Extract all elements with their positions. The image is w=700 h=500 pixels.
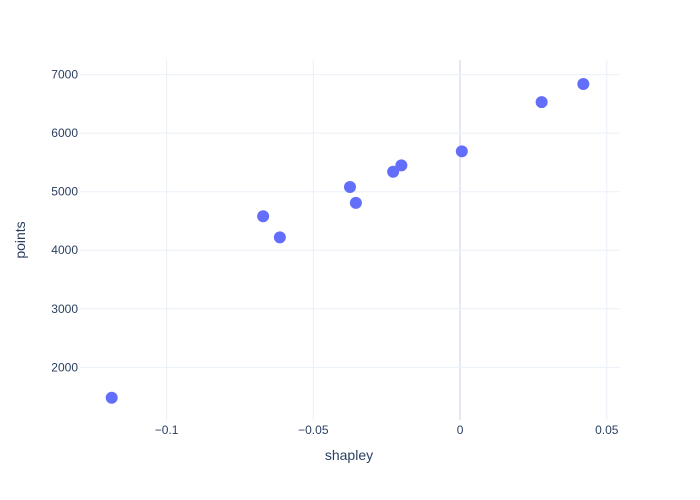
x-tick-label: −0.05 — [298, 423, 329, 437]
gridlines — [80, 60, 620, 420]
y-axis-ticks: 2000 3000 4000 5000 6000 7000 — [51, 68, 78, 375]
data-point — [535, 96, 548, 109]
data-point — [257, 210, 270, 223]
y-tick-label: 6000 — [51, 126, 78, 140]
x-axis-title: shapley — [325, 447, 373, 463]
y-axis-title: points — [12, 221, 28, 258]
data-point — [387, 165, 400, 178]
data-point — [344, 181, 356, 194]
data-point — [349, 196, 362, 209]
y-tick-label: 5000 — [51, 185, 78, 199]
data-point — [455, 145, 468, 158]
data-point — [395, 159, 408, 172]
data-point — [105, 391, 118, 404]
data-point — [577, 78, 590, 90]
y-tick-label: 4000 — [51, 243, 78, 257]
data-point — [273, 231, 286, 244]
x-tick-label: 0.05 — [595, 423, 619, 437]
x-tick-label: 0 — [457, 423, 464, 437]
x-tick-label: −0.1 — [155, 423, 179, 437]
y-tick-label: 7000 — [51, 68, 78, 82]
data-points — [105, 78, 590, 404]
x-axis-ticks: −0.1 −0.05 0 0.05 — [155, 423, 619, 437]
y-tick-label: 2000 — [51, 360, 78, 374]
y-tick-label: 3000 — [51, 302, 78, 316]
